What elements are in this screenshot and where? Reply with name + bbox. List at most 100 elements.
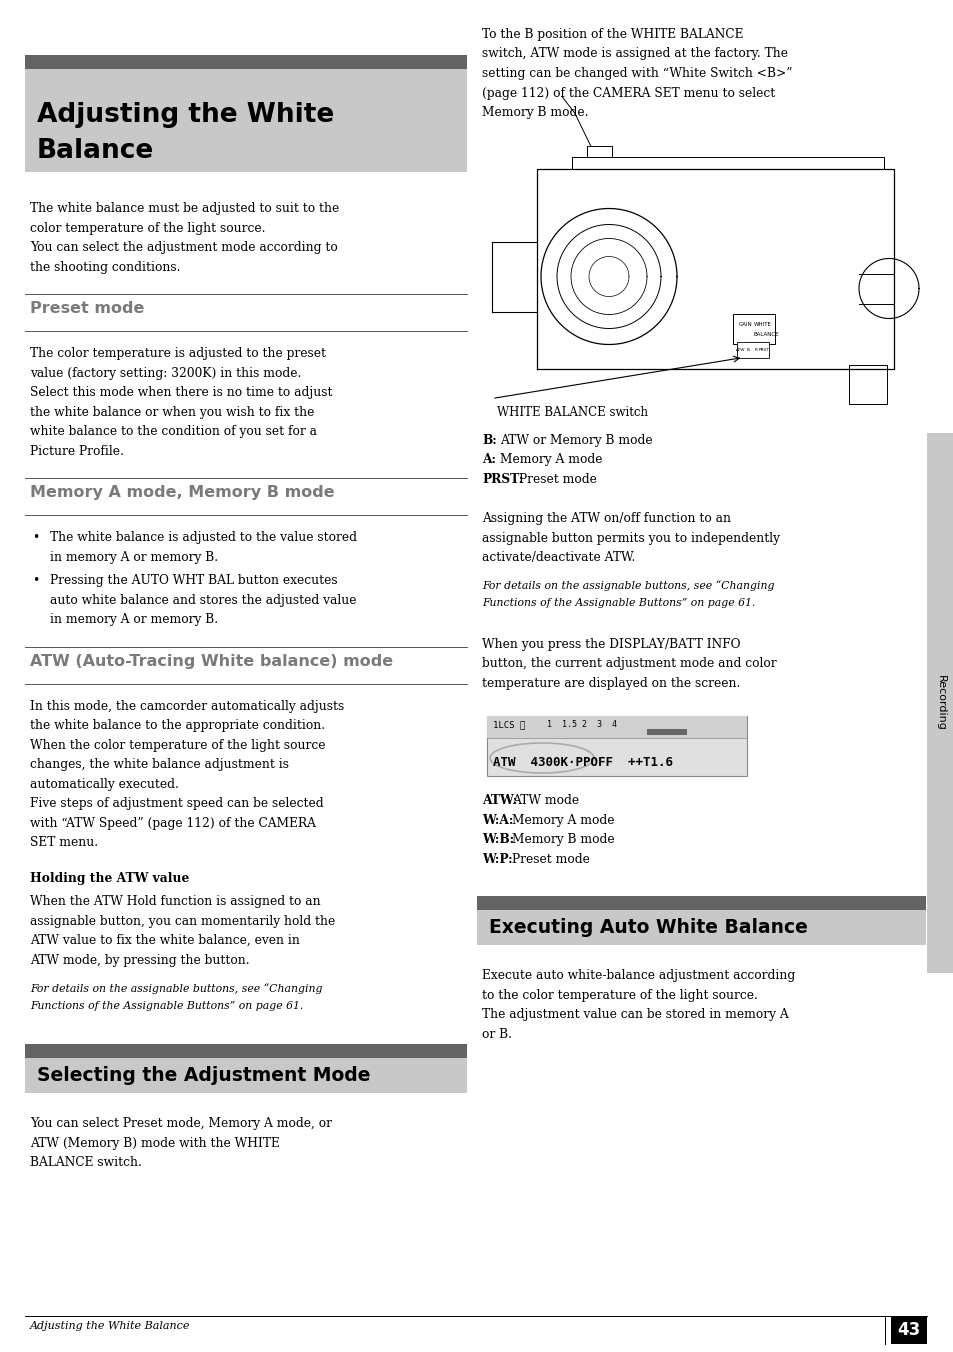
Bar (25, 1044, 467, 1059)
Text: Selecting the Adjustment Mode: Selecting the Adjustment Mode (37, 1065, 370, 1086)
Text: You can select Preset mode, Memory A mode, or: You can select Preset mode, Memory A mod… (30, 1117, 332, 1130)
Text: When the color temperature of the light source: When the color temperature of the light … (30, 738, 325, 752)
Text: assignable button permits you to independently: assignable button permits you to indepen… (481, 531, 780, 545)
Bar (926, 433, 953, 973)
Text: Picture Profile.: Picture Profile. (30, 445, 124, 457)
Bar (737, 342, 768, 357)
Text: changes, the white balance adjustment is: changes, the white balance adjustment is (30, 758, 289, 771)
Text: assignable button, you can momentarily hold the: assignable button, you can momentarily h… (30, 914, 335, 927)
Text: switch, ATW mode is assigned at the factory. The: switch, ATW mode is assigned at the fact… (481, 47, 787, 61)
Text: The adjustment value can be stored in memory A: The adjustment value can be stored in me… (481, 1009, 788, 1021)
Text: setting can be changed with “White Switch <B>”: setting can be changed with “White Switc… (481, 68, 792, 80)
Text: Balance: Balance (37, 138, 154, 165)
Text: When the ATW Hold function is assigned to an: When the ATW Hold function is assigned t… (30, 895, 320, 909)
Text: The white balance is adjusted to the value stored: The white balance is adjusted to the val… (50, 531, 356, 544)
Text: Assigning the ATW on/off function to an: Assigning the ATW on/off function to an (481, 512, 730, 525)
Text: •: • (32, 530, 39, 544)
Text: Memory A mode: Memory A mode (511, 814, 614, 826)
Text: For details on the assignable buttons, see “Changing: For details on the assignable buttons, s… (30, 983, 322, 994)
Text: the shooting conditions.: the shooting conditions. (30, 261, 180, 273)
Text: ATW or Memory B mode: ATW or Memory B mode (500, 434, 653, 446)
Text: (page 112) of the CAMERA SET menu to select: (page 112) of the CAMERA SET menu to sel… (481, 87, 775, 100)
Text: Memory A mode, Memory B mode: Memory A mode, Memory B mode (30, 485, 335, 500)
Text: W:P:: W:P: (481, 853, 512, 865)
Text: Execute auto white-balance adjustment according: Execute auto white-balance adjustment ac… (481, 969, 795, 982)
Text: automatically executed.: automatically executed. (30, 777, 179, 791)
Text: ATW: ATW (735, 347, 744, 352)
Text: Memory A mode: Memory A mode (500, 453, 602, 466)
Text: Executing Auto White Balance: Executing Auto White Balance (489, 918, 807, 937)
Text: 1  1.5 2  3  4: 1 1.5 2 3 4 (546, 721, 617, 729)
Text: in memory A or memory B.: in memory A or memory B. (50, 550, 218, 564)
Text: For details on the assignable buttons, see “Changing: For details on the assignable buttons, s… (481, 580, 774, 591)
Text: Five steps of adjustment speed can be selected: Five steps of adjustment speed can be se… (30, 796, 323, 810)
Text: Functions of the Assignable Buttons” on page 61.: Functions of the Assignable Buttons” on … (30, 1000, 303, 1010)
Bar (476, 896, 925, 910)
Text: SET menu.: SET menu. (30, 836, 98, 849)
Text: Preset mode: Preset mode (518, 472, 597, 485)
Text: WHITE: WHITE (753, 322, 770, 326)
Text: BALANCE: BALANCE (753, 331, 778, 337)
Text: •: • (32, 573, 39, 587)
Bar (25, 69, 467, 172)
Text: The white balance must be adjusted to suit to the: The white balance must be adjusted to su… (30, 201, 339, 215)
Text: button, the current adjustment mode and color: button, the current adjustment mode and … (481, 657, 776, 671)
Text: Adjusting the White: Adjusting the White (37, 103, 334, 128)
Text: Memory B mode: Memory B mode (511, 833, 614, 846)
Text: When you press the DISPLAY/BATT INFO: When you press the DISPLAY/BATT INFO (481, 638, 740, 650)
Text: W:A:: W:A: (481, 814, 513, 826)
Bar (572, 157, 883, 169)
Bar (646, 729, 686, 735)
Bar (733, 314, 775, 343)
Bar (486, 717, 746, 738)
Text: To the B position of the WHITE BALANCE: To the B position of the WHITE BALANCE (481, 28, 742, 41)
Text: temperature are displayed on the screen.: temperature are displayed on the screen. (481, 676, 740, 690)
Bar (25, 55, 467, 69)
Text: or B.: or B. (481, 1028, 512, 1041)
Bar (25, 1059, 467, 1092)
Text: ATW (Memory B) mode with the WHITE: ATW (Memory B) mode with the WHITE (30, 1137, 279, 1149)
Text: activate/deactivate ATW.: activate/deactivate ATW. (481, 552, 635, 564)
Text: ATW  4300K·PPOFF  ++T1.6: ATW 4300K·PPOFF ++T1.6 (493, 756, 672, 769)
Text: with “ATW Speed” (page 112) of the CAMERA: with “ATW Speed” (page 112) of the CAMER… (30, 817, 315, 830)
Bar (586, 146, 612, 169)
Bar (486, 717, 746, 776)
Text: W:B:: W:B: (481, 833, 514, 846)
Text: Memory B mode.: Memory B mode. (481, 105, 588, 119)
Text: A:: A: (481, 453, 496, 466)
Bar (476, 910, 925, 945)
Text: 43: 43 (897, 1321, 920, 1338)
Text: ATW mode, by pressing the button.: ATW mode, by pressing the button. (30, 953, 250, 967)
Text: PRST: PRST (758, 347, 769, 352)
Text: PRST:: PRST: (481, 472, 523, 485)
Text: Functions of the Assignable Buttons” on page 61.: Functions of the Assignable Buttons” on … (481, 598, 755, 608)
Text: The color temperature is adjusted to the preset: The color temperature is adjusted to the… (30, 347, 326, 360)
Text: auto white balance and stores the adjusted value: auto white balance and stores the adjust… (50, 594, 356, 607)
Text: Pressing the AUTO WHT BAL button executes: Pressing the AUTO WHT BAL button execute… (50, 575, 337, 587)
Text: 1LCS ⓘ: 1LCS ⓘ (493, 721, 525, 729)
Text: GAIN: GAIN (738, 322, 751, 326)
Text: ATW:: ATW: (481, 794, 517, 807)
Bar (890, 1315, 926, 1344)
Text: in memory A or memory B.: in memory A or memory B. (50, 612, 218, 626)
Text: WHITE BALANCE switch: WHITE BALANCE switch (497, 406, 647, 419)
Text: value (factory setting: 3200K) in this mode.: value (factory setting: 3200K) in this m… (30, 366, 301, 380)
Text: the white balance or when you wish to fix the: the white balance or when you wish to fi… (30, 406, 314, 419)
Bar (848, 365, 886, 403)
Text: Preset mode: Preset mode (30, 301, 144, 316)
Text: ATW mode: ATW mode (511, 794, 578, 807)
Text: ATW (Auto-Tracing White balance) mode: ATW (Auto-Tracing White balance) mode (30, 653, 393, 668)
Text: Holding the ATW value: Holding the ATW value (30, 872, 190, 884)
Text: You can select the adjustment mode according to: You can select the adjustment mode accor… (30, 241, 337, 254)
Text: Preset mode: Preset mode (511, 853, 589, 865)
Text: BALANCE switch.: BALANCE switch. (30, 1156, 142, 1169)
Text: to the color temperature of the light source.: to the color temperature of the light so… (481, 988, 757, 1002)
Text: Recording: Recording (935, 675, 944, 731)
Text: ATW value to fix the white balance, even in: ATW value to fix the white balance, even… (30, 934, 299, 946)
Text: R: R (754, 347, 757, 352)
Text: white balance to the condition of you set for a: white balance to the condition of you se… (30, 425, 316, 438)
Text: Adjusting the White Balance: Adjusting the White Balance (30, 1321, 191, 1330)
Text: color temperature of the light source.: color temperature of the light source. (30, 222, 265, 234)
Text: In this mode, the camcorder automatically adjusts: In this mode, the camcorder automaticall… (30, 699, 344, 713)
Text: B:: B: (481, 434, 497, 446)
